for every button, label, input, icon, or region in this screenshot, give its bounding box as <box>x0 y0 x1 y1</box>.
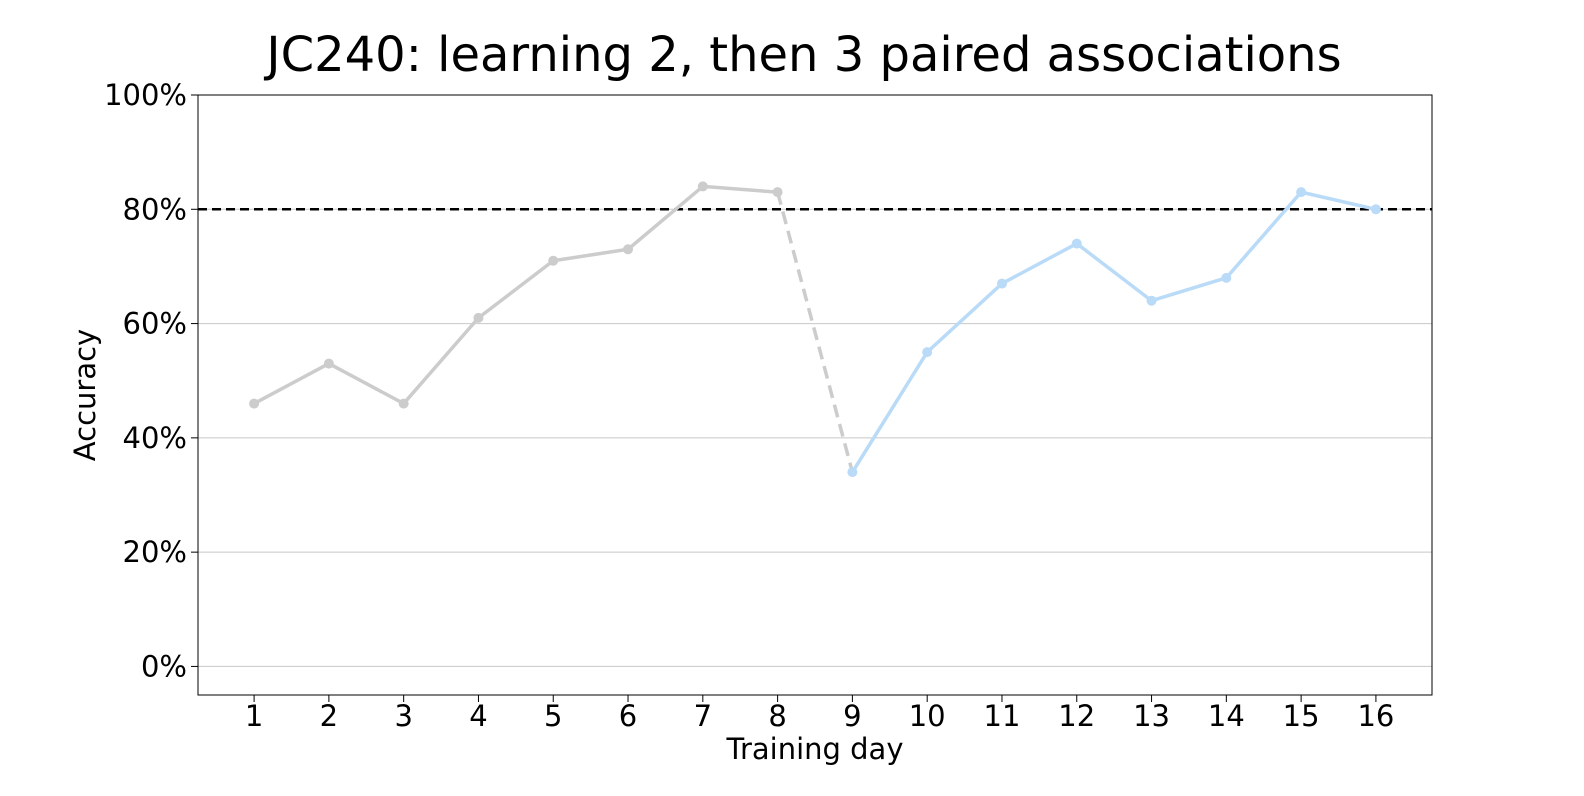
x-tick-label: 9 <box>843 699 861 733</box>
x-tick-label: 5 <box>544 699 562 733</box>
x-axis-label: Training day <box>726 732 904 766</box>
y-tick-label: 0% <box>141 649 187 683</box>
x-tick-label: 14 <box>1208 699 1245 733</box>
x-tick-label: 1 <box>245 699 263 733</box>
series-line <box>253 184 778 406</box>
data-point <box>473 312 484 323</box>
x-tick-label: 7 <box>694 699 712 733</box>
y-axis-label: Accuracy <box>68 329 102 461</box>
x-tick-label: 16 <box>1357 699 1394 733</box>
x-tick-label: 13 <box>1133 699 1170 733</box>
series-lines <box>253 184 1377 474</box>
y-axis-ticks: 0% 20% 40% 60% 80% 100% <box>104 78 198 683</box>
data-point <box>772 187 783 198</box>
x-tick-label: 10 <box>909 699 946 733</box>
data-point <box>1071 238 1082 249</box>
grid-lines <box>198 208 1432 667</box>
data-point <box>1146 295 1157 306</box>
x-tick-label: 8 <box>768 699 786 733</box>
x-tick-label: 12 <box>1058 699 1095 733</box>
data-point <box>548 255 559 266</box>
series-line <box>850 190 1377 474</box>
x-tick-label: 11 <box>984 699 1021 733</box>
x-tick-label: 3 <box>394 699 412 733</box>
data-point <box>1296 187 1307 198</box>
x-tick-label: 6 <box>619 699 637 733</box>
x-tick-label: 4 <box>469 699 487 733</box>
y-tick-label: 100% <box>104 78 187 112</box>
data-point <box>697 181 708 192</box>
transition-line <box>775 191 855 473</box>
y-tick-label: 20% <box>123 535 187 569</box>
x-tick-label: 2 <box>320 699 338 733</box>
data-point <box>847 467 858 478</box>
data-point <box>1221 272 1232 283</box>
x-axis-ticks: 1 2 3 4 5 6 7 8 9 10 11 12 13 14 15 16 <box>245 695 1394 733</box>
data-point <box>1370 204 1381 215</box>
data-point <box>249 398 260 409</box>
y-tick-label: 80% <box>123 192 187 226</box>
y-tick-label: 40% <box>123 421 187 455</box>
y-tick-label: 60% <box>123 307 187 341</box>
x-tick-label: 15 <box>1283 699 1320 733</box>
data-points <box>249 181 1381 478</box>
plot-frame <box>197 94 1433 696</box>
data-point <box>996 278 1007 289</box>
chart-title: JC240: learning 2, then 3 paired associa… <box>263 27 1341 83</box>
data-point <box>323 358 334 369</box>
data-point <box>398 398 409 409</box>
data-point <box>623 244 634 255</box>
data-point <box>922 347 933 358</box>
